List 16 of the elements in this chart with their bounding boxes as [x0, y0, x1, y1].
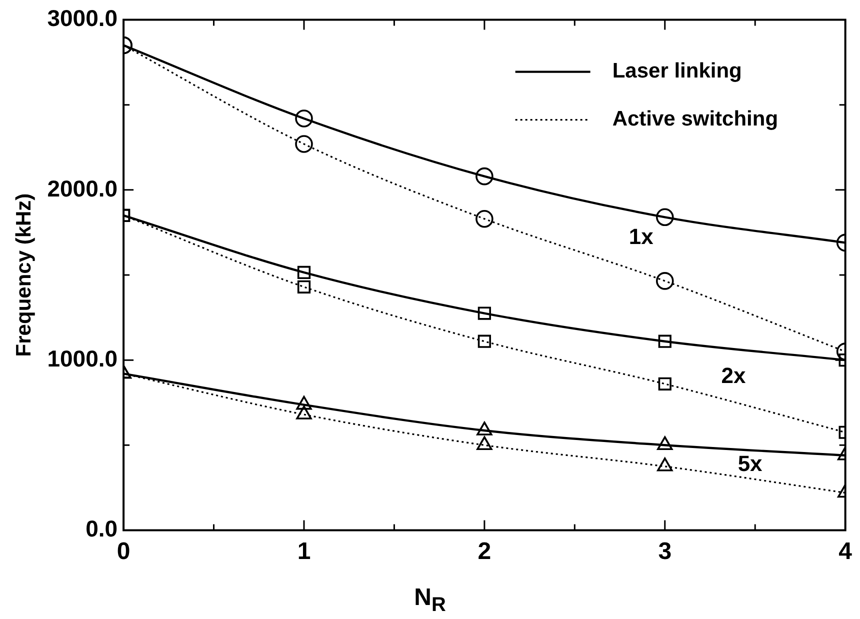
x-tick-label: 1 [297, 538, 311, 566]
y-tick-label: 1000.0 [47, 345, 118, 372]
annotation: 2x [721, 363, 746, 388]
legend-label: Active switching [612, 108, 778, 131]
x-axis-title: N$_{R}$ [413, 584, 447, 617]
x-tick-label: 2 [478, 538, 492, 566]
y-axis-title: Frequency (kHz) [12, 193, 36, 357]
y-tick-label: 0.0 [86, 516, 118, 542]
y-tick-label: 2000.0 [47, 175, 118, 202]
annotation: 1x [628, 224, 654, 249]
x-tick-label: 3 [658, 538, 672, 566]
annotation: 5x [738, 450, 764, 476]
x-tick-label: 4 [838, 538, 853, 566]
legend-label: Laser linking [612, 60, 742, 83]
y-tick-label: 3000.0 [47, 5, 118, 32]
x-tick-label: 0 [116, 538, 130, 566]
